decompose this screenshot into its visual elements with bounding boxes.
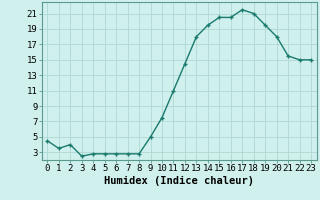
X-axis label: Humidex (Indice chaleur): Humidex (Indice chaleur) <box>104 176 254 186</box>
